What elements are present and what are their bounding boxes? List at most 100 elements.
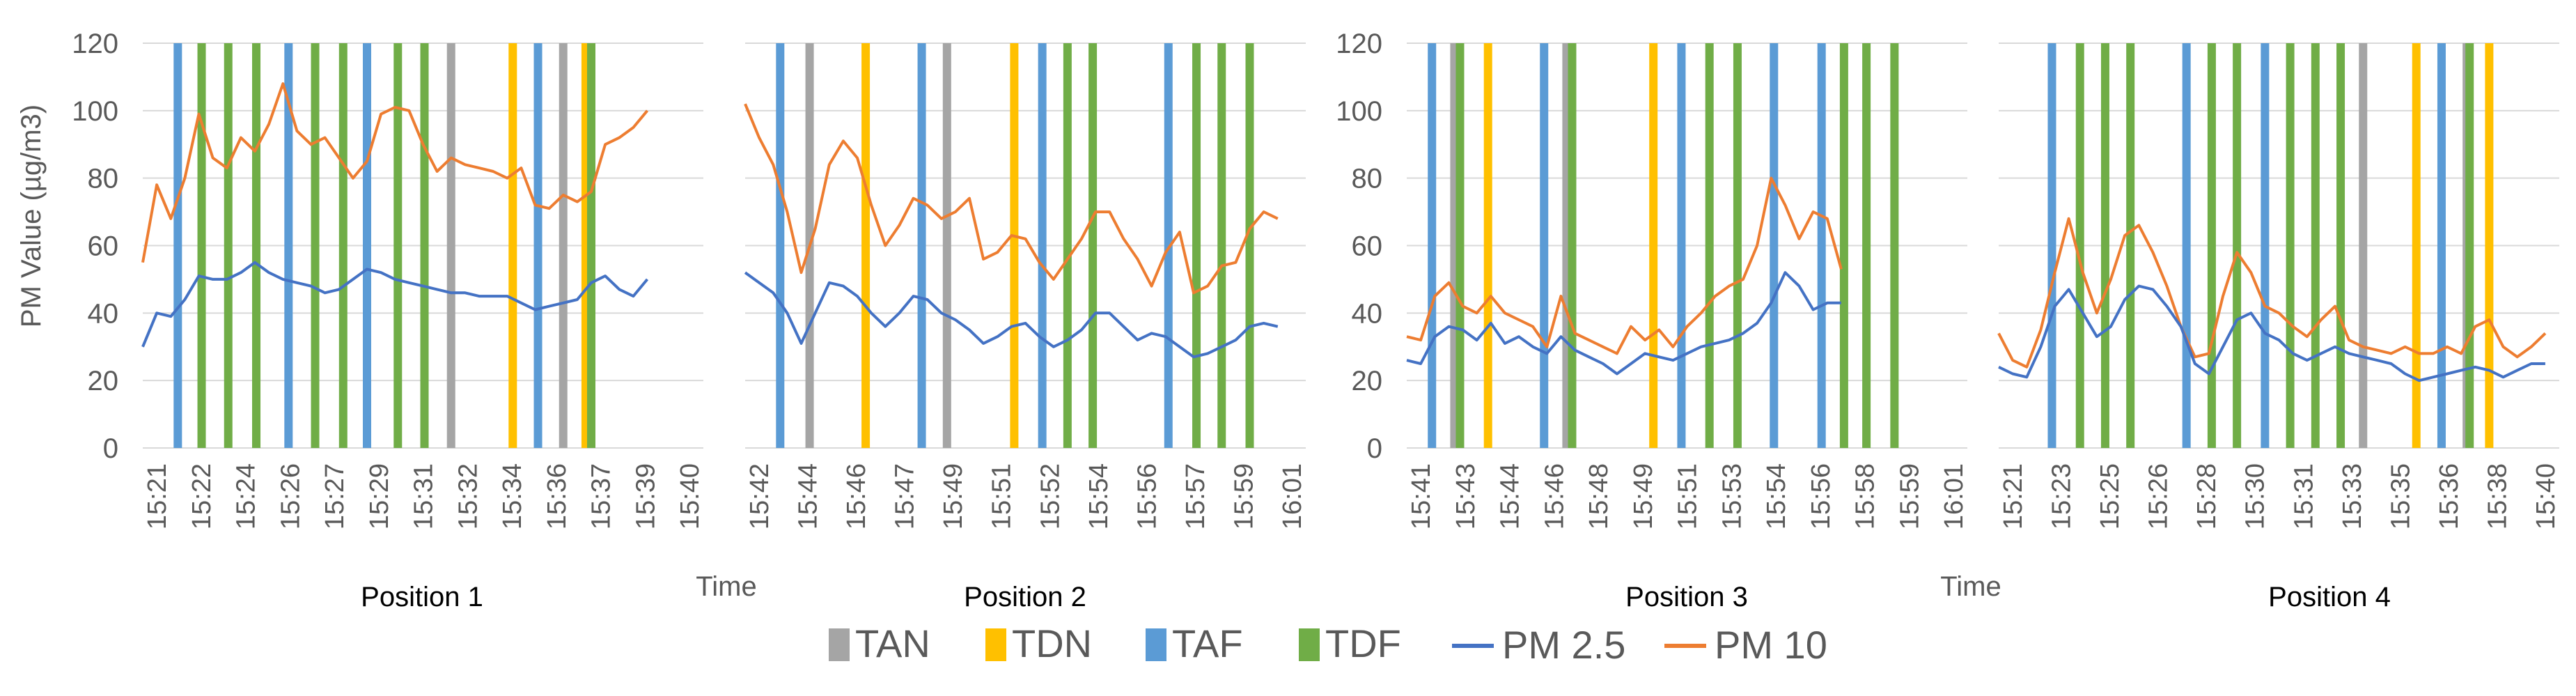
event-bar-tdf [2465,43,2474,448]
event-bar-tan [559,43,568,448]
event-bar-tdn [2412,43,2421,448]
panel-title: Position 4 [2268,582,2391,612]
event-bar-tdf [2286,43,2295,448]
x-tick-label: 15:38 [2483,463,2513,529]
x-tick-label: 15:36 [542,463,572,529]
series-pm10-line [141,82,649,263]
event-bar-tdf [1568,43,1577,448]
event-bar-taf [2437,43,2446,448]
event-bar-taf [1770,43,1779,448]
legend-label: TAN [855,621,930,665]
event-bar-tdf [1455,43,1465,448]
legend-item-taf: TAF [1146,621,1243,665]
legend-swatch [985,628,1006,661]
x-tick-label: 15:23 [2047,463,2077,529]
event-bar-tdn [2485,43,2494,448]
event-bar-tdf [1733,43,1742,448]
event-bar-tdf [420,43,429,448]
y-tick-label: 0 [103,433,118,464]
x-tick-label: 15:48 [1584,463,1614,529]
panel-title: Position 3 [1625,582,1748,612]
y-axis-label: PM Value (µg/m3) [16,105,47,327]
x-tick-label: 15:47 [891,463,920,529]
event-bar-tdf [252,43,261,448]
event-bar-tdf [1862,43,1871,448]
event-bar-tdf [1217,43,1226,448]
x-tick-label: 15:56 [1132,463,1162,529]
y-tick-label: 40 [88,298,119,329]
event-bar-tdf [2207,43,2216,448]
y-tick-label: 20 [1352,366,1383,396]
x-tick-label: 15:54 [1762,463,1791,529]
x-tick-label: 16:01 [1278,463,1307,529]
x-axis-label: Time [1940,571,2001,602]
x-tick-label: 15:24 [232,463,261,529]
x-tick-label: 15:57 [1181,463,1210,529]
event-bar-tdf [1839,43,1848,448]
event-bar-tan [942,43,951,448]
x-tick-label: 15:31 [409,463,439,529]
x-tick-label: 15:21 [143,463,172,529]
x-tick-label: 15:56 [1806,463,1836,529]
legend-label: TAF [1172,621,1243,665]
event-bar-taf [363,43,371,448]
y-tick-label: 120 [1336,29,1382,59]
event-bar-tdf [1705,43,1714,448]
legend-label: PM 10 [1715,623,1827,667]
event-bar-tdf [224,43,233,448]
event-bar-tdn [1483,43,1492,448]
legend-item-tan: TAN [829,621,930,665]
x-tick-label: 15:35 [2386,463,2415,529]
event-bar-tdn [1010,43,1019,448]
x-tick-label: 15:32 [453,463,483,529]
x-tick-label: 15:44 [1496,463,1525,529]
x-tick-label: 15:39 [631,463,660,529]
legend-item-pm25: PM 2.5 [1452,623,1625,667]
series-pm10-line [1406,176,1843,355]
x-tick-label: 15:36 [2435,463,2464,529]
event-bar-taf [1540,43,1549,448]
panel-title: Position 2 [964,582,1086,612]
legend-item-tdf: TDF [1299,621,1401,665]
x-tick-label: 15:46 [842,463,871,529]
y-tick-label: 100 [1336,96,1382,127]
event-bar-taf [2182,43,2191,448]
y-tick-label: 20 [88,366,119,396]
x-tick-label: 15:54 [1084,463,1114,529]
event-bar-tdf [197,43,206,448]
x-tick-label: 15:44 [794,463,823,529]
legend-swatch [829,628,850,661]
event-bar-taf [1428,43,1437,448]
event-bar-taf [1038,43,1047,448]
x-tick-label: 15:51 [1673,463,1703,529]
x-tick-label: 15:43 [1451,463,1481,529]
event-bar-taf [173,43,182,448]
x-tick-label: 15:53 [1717,463,1747,529]
event-bar-tan [446,43,455,448]
legend-item-tdn: TDN [985,621,1092,665]
event-bar-tdf [338,43,348,448]
chart-legend: TAN TDN TAF TDF PM 2.5 PM 10 [829,621,1827,667]
event-bar-taf [284,43,293,448]
panel-2: 15:42 15:44 15:46 15:47 15:49 15:51 15:52 15:54… [744,42,1307,612]
y-tick-label: 120 [72,29,118,59]
event-bar-taf [1677,43,1686,448]
panel-3: 0 20 40 60 80 100 120 15:41 15:43 15:44 15:46 15:48… [1336,29,2001,612]
y-tick-label: 40 [1352,298,1383,329]
panel-title: Position 1 [361,582,483,612]
event-bar-taf [776,43,785,448]
event-bar-tdf [2075,43,2084,448]
event-bar-taf [2047,43,2056,448]
x-tick-label: 15:26 [276,463,305,529]
event-bar-tdf [1890,43,1899,448]
event-bar-tdf [2233,43,2242,448]
series-pm25-line [744,271,1279,359]
chart-panels: 0 20 40 60 80 100 120 15:21 15:22 15:24 15:26 15:27… [72,29,2561,612]
x-tick-label: 15:33 [2338,463,2367,529]
legend-swatch [1299,628,1320,661]
event-bar-tdf [2311,43,2320,448]
panel-4: 15:21 15:23 15:25 15:26 15:28 15:30 15:31 15:33… [1997,42,2561,612]
x-tick-label: 15:49 [939,463,968,529]
series-pm25-line [1998,284,2545,382]
